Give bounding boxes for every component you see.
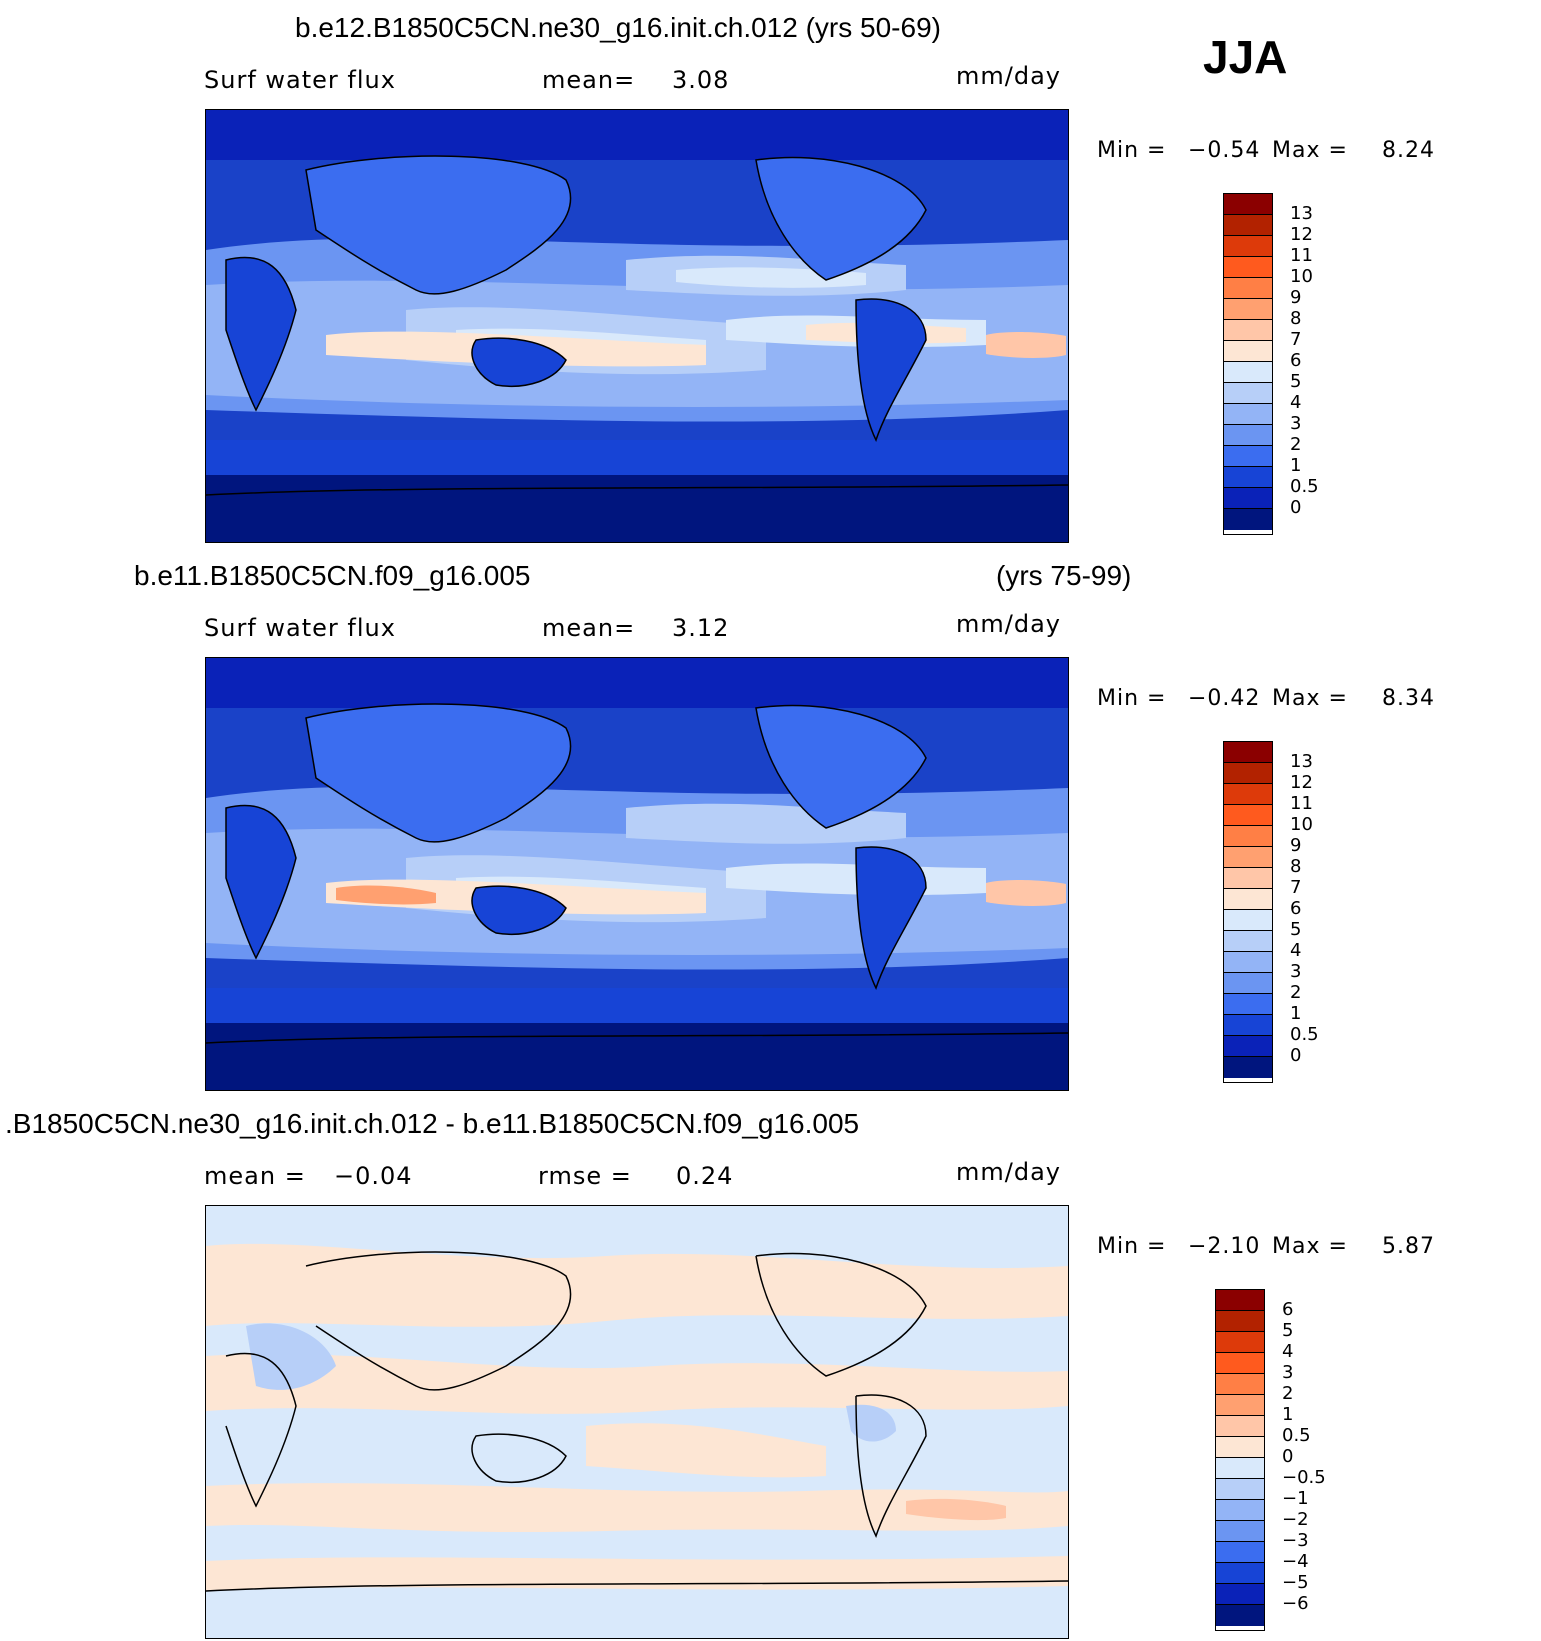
panel2-years: (yrs 75-99) xyxy=(996,560,1132,591)
panel2-map xyxy=(205,657,1069,1091)
panel2-cb-label: 11 xyxy=(1290,793,1313,814)
panel3-map xyxy=(205,1205,1069,1639)
panel1-title: b.e12.B1850C5CN.ne30_g16.init.ch.012 (yr… xyxy=(295,12,941,43)
panel3-units: mm/day xyxy=(956,1158,1061,1186)
panel2-title: b.e11.B1850C5CN.f09_g16.005 xyxy=(134,560,531,591)
panel2-cb-label: 5 xyxy=(1290,919,1302,940)
panel2-cb-label: 12 xyxy=(1290,772,1313,793)
panel2-cb-label: 3 xyxy=(1290,961,1302,982)
panel1-max-value: 8.24 xyxy=(1382,138,1435,163)
panel1-units: mm/day xyxy=(956,62,1061,90)
panel3-cb-label: 2 xyxy=(1282,1383,1294,1404)
panel3-cb-label: −5 xyxy=(1282,1572,1309,1593)
panel1-map xyxy=(205,109,1069,543)
panel3-title: .B1850C5CN.ne30_g16.init.ch.012 - b.e11.… xyxy=(5,1108,860,1139)
panel2-cb-label: 0 xyxy=(1290,1045,1302,1066)
panel1-cb-label: 13 xyxy=(1290,203,1313,224)
panel3-cb-label: −4 xyxy=(1282,1551,1309,1572)
panel1-min-label: Min = xyxy=(1097,138,1167,163)
panel3-cb-label: 6 xyxy=(1282,1299,1294,1320)
panel1-mean-label: mean= xyxy=(542,66,636,94)
panel1-cb-label: 4 xyxy=(1290,392,1302,413)
panel3-cb-label: 0.5 xyxy=(1282,1425,1311,1446)
panel1-colorbar xyxy=(1223,193,1273,535)
panel2-mean-label: mean= xyxy=(542,614,636,642)
panel2-units: mm/day xyxy=(956,610,1061,638)
panel1-cb-label: 8 xyxy=(1290,308,1302,329)
panel2-cb-label: 4 xyxy=(1290,940,1302,961)
panel1-cb-label: 3 xyxy=(1290,413,1302,434)
panel1-cb-label: 6 xyxy=(1290,350,1302,371)
panel2-max-value: 8.34 xyxy=(1382,686,1435,711)
panel3-cb-label: −6 xyxy=(1282,1593,1309,1614)
panel3-min-label: Min = xyxy=(1097,1234,1167,1259)
season-label: JJA xyxy=(1203,31,1288,83)
panel3-max-value: 5.87 xyxy=(1382,1234,1435,1259)
panel1-cb-label: 5 xyxy=(1290,371,1302,392)
panel3-max-label: Max = xyxy=(1272,1234,1348,1259)
panel1-mean-value: 3.08 xyxy=(672,66,730,94)
panel3-cb-label: −1 xyxy=(1282,1488,1309,1509)
panel3-min-value: −2.10 xyxy=(1188,1234,1261,1259)
panel1-cb-label: 12 xyxy=(1290,224,1313,245)
panel3-cb-label: 0 xyxy=(1282,1446,1294,1467)
panel1-cb-label: 10 xyxy=(1290,266,1313,287)
panel3-colorbar xyxy=(1215,1289,1265,1631)
panel2-min-label: Min = xyxy=(1097,686,1167,711)
panel2-cb-label: 0.5 xyxy=(1290,1024,1319,1045)
panel2-variable-label: Surf water flux xyxy=(204,614,396,642)
panel2-cb-label: 10 xyxy=(1290,814,1313,835)
panel3-cb-label: −2 xyxy=(1282,1509,1309,1530)
panel1-cb-label: 9 xyxy=(1290,287,1302,308)
panel1-cb-label: 11 xyxy=(1290,245,1313,266)
panel1-cb-label: 7 xyxy=(1290,329,1302,350)
panel1-cb-label: 0 xyxy=(1290,497,1302,518)
panel2-mean-value: 3.12 xyxy=(672,614,730,642)
panel3-cb-label: −3 xyxy=(1282,1530,1309,1551)
panel1-min-value: −0.54 xyxy=(1188,138,1261,163)
panel2-cb-label: 7 xyxy=(1290,877,1302,898)
panel3-rmse-label: rmse = xyxy=(538,1162,632,1190)
panel2-cb-label: 1 xyxy=(1290,1003,1302,1024)
panel3-cb-label: 4 xyxy=(1282,1341,1294,1362)
panel2-colorbar xyxy=(1223,741,1273,1083)
panel1-cb-label: 1 xyxy=(1290,455,1302,476)
panel2-cb-label: 6 xyxy=(1290,898,1302,919)
panel2-min-value: −0.42 xyxy=(1188,686,1261,711)
panel1-max-label: Max = xyxy=(1272,138,1348,163)
panel2-max-label: Max = xyxy=(1272,686,1348,711)
panel1-cb-label: 0.5 xyxy=(1290,476,1319,497)
panel3-cb-label: 1 xyxy=(1282,1404,1294,1425)
panel3-cb-label: 3 xyxy=(1282,1362,1294,1383)
panel3-mean-label: mean = xyxy=(204,1162,306,1190)
panel3-mean-value: −0.04 xyxy=(334,1162,413,1190)
panel3-rmse-value: 0.24 xyxy=(676,1162,734,1190)
panel2-cb-label: 8 xyxy=(1290,856,1302,877)
panel1-cb-label: 2 xyxy=(1290,434,1302,455)
panel2-cb-label: 9 xyxy=(1290,835,1302,856)
panel3-cb-label: −0.5 xyxy=(1282,1467,1326,1488)
panel2-cb-label: 2 xyxy=(1290,982,1302,1003)
panel3-cb-label: 5 xyxy=(1282,1320,1294,1341)
panel2-cb-label: 13 xyxy=(1290,751,1313,772)
panel1-variable-label: Surf water flux xyxy=(204,66,396,94)
